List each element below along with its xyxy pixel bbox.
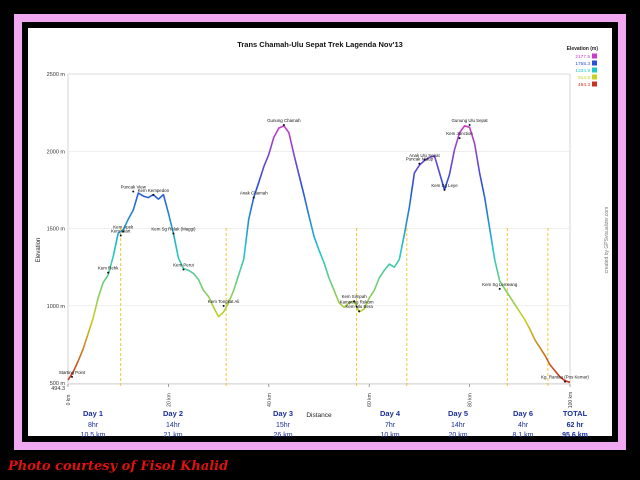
legend-title: Elevation (m) xyxy=(567,46,599,52)
legend-swatch xyxy=(592,81,597,87)
legend-entry-label: 2177.5 xyxy=(575,54,590,60)
x-tick-label: 20 km xyxy=(166,393,172,407)
day-hours: 8hr xyxy=(88,422,99,429)
legend-entry-label: 494.3 xyxy=(578,82,590,88)
x-tick-label: 60 km xyxy=(367,393,373,407)
waypoint-label: Kem Junction xyxy=(446,131,473,136)
legend-entry-label: 1334.9 xyxy=(575,68,590,74)
waypoint-label: Anak Ulu Sepat xyxy=(409,153,440,158)
waypoint-label: Gunung Chamah xyxy=(267,118,301,123)
x-tick-label: 40 km xyxy=(267,393,273,407)
total-hours: 62 hr xyxy=(567,422,584,429)
waypoint-label: Starting Point xyxy=(59,370,86,375)
photo-credit: Photo courtesy of Fisol Khalid xyxy=(8,459,229,474)
waypoint-label: Kem Simpah xyxy=(342,294,368,299)
day-label: Day 4 xyxy=(380,409,401,418)
y-tick-label: 1000 m xyxy=(47,304,66,310)
waypoint-marker xyxy=(172,232,175,235)
x-axis-label: Distance xyxy=(306,412,332,419)
waypoint-marker xyxy=(353,300,356,303)
day-label: Day 2 xyxy=(163,409,183,418)
day-label: Day 6 xyxy=(513,409,533,418)
waypoint-label: Kem Sg Leye xyxy=(431,183,458,188)
legend-swatch xyxy=(592,53,597,59)
waypoint-marker xyxy=(132,190,135,193)
waypoint-marker xyxy=(355,305,358,308)
legend-entry-label: 914.6 xyxy=(578,75,590,81)
day-distance: 21 km xyxy=(163,432,182,439)
waypoint-label: Anak Chamah xyxy=(240,191,268,196)
waypoint-marker xyxy=(423,158,426,161)
waypoint-marker xyxy=(122,230,125,233)
day-label: Day 3 xyxy=(273,409,293,418)
waypoint-marker xyxy=(222,304,225,307)
y-tick-label: 2500 m xyxy=(47,72,66,78)
day-hours: 15hr xyxy=(276,422,291,429)
y-tick-label: 1500 m xyxy=(47,227,66,233)
day-distance: 8.1 km xyxy=(512,432,533,439)
day-label: Day 1 xyxy=(83,409,103,418)
waypoint-marker xyxy=(418,162,421,165)
day-distance: 26 km xyxy=(273,432,292,439)
y-tick-label: 2000 m xyxy=(47,149,66,155)
waypoint-label: Gunung Ulu Sepat xyxy=(452,118,489,123)
day-hours: 14hr xyxy=(166,422,181,429)
total-distance: 95.6 km xyxy=(562,432,588,439)
waypoint-label: Kem Start xyxy=(111,229,131,234)
waypoint-label: Kem Sg Lemeang xyxy=(482,282,518,287)
waypoint-label: Kem Tongkat Ali xyxy=(208,299,239,304)
waypoint-label: Kem Perut xyxy=(173,263,195,268)
waypoint-label: Kem Apek xyxy=(113,225,134,230)
waypoint-label: Puncak View xyxy=(121,184,147,189)
waypoint-marker xyxy=(152,193,155,196)
legend-swatch xyxy=(592,74,597,80)
waypoint-marker xyxy=(107,271,110,274)
waypoint-label: Kampung Rekom xyxy=(340,300,374,305)
x-tick-label: 80 km xyxy=(468,393,474,407)
watermark-text: created by GPSvisualizer.com xyxy=(604,207,610,274)
day-distance: 10 km xyxy=(380,432,399,439)
waypoint-marker xyxy=(468,124,471,127)
y-tick-label: 500 m xyxy=(50,381,66,387)
x-tick-label: 100 km xyxy=(568,392,574,408)
waypoint-marker xyxy=(458,137,461,140)
waypoint-label: Kem Sg Relak (Maggi) xyxy=(151,227,196,232)
waypoint-marker xyxy=(119,234,122,237)
waypoint-marker xyxy=(182,268,185,271)
waypoint-label: Kem Ulu Bera xyxy=(345,304,373,309)
y-tick-label: 494.3 xyxy=(51,386,65,392)
waypoint-marker xyxy=(71,375,74,378)
waypoint-marker xyxy=(282,124,285,127)
day-hours: 7hr xyxy=(385,422,396,429)
waypoint-marker xyxy=(498,287,501,290)
x-tick-label: 0 km xyxy=(66,395,72,406)
day-distance: 10.5 km xyxy=(81,432,106,439)
legend-swatch xyxy=(592,60,597,66)
waypoint-marker xyxy=(358,310,361,313)
legend-entry-label: 1755.3 xyxy=(575,61,590,67)
total-label: TOTAL xyxy=(563,409,588,418)
waypoint-label: Kem Kempedon xyxy=(138,188,170,193)
chart-title: Trans Chamah-Ulu Sepat Trek Lagenda Nov'… xyxy=(237,40,403,49)
day-distance: 20 km xyxy=(448,432,467,439)
waypoint-label: Kg. Rantau (Pos Kemar) xyxy=(541,375,589,380)
waypoint-label: Kem Rehk xyxy=(98,266,119,271)
day-hours: 14hr xyxy=(451,422,466,429)
legend-swatch xyxy=(592,67,597,73)
chart-panel xyxy=(28,28,612,436)
waypoint-label: Puncak Hidup xyxy=(406,157,434,162)
day-label: Day 5 xyxy=(448,409,468,418)
y-axis-label: Elevation xyxy=(36,238,42,263)
waypoint-marker xyxy=(443,188,446,191)
waypoint-marker xyxy=(252,196,255,199)
waypoint-marker xyxy=(563,380,566,383)
day-hours: 4hr xyxy=(518,422,529,429)
elevation-series-line xyxy=(67,125,571,384)
plot-area-border xyxy=(67,73,571,385)
